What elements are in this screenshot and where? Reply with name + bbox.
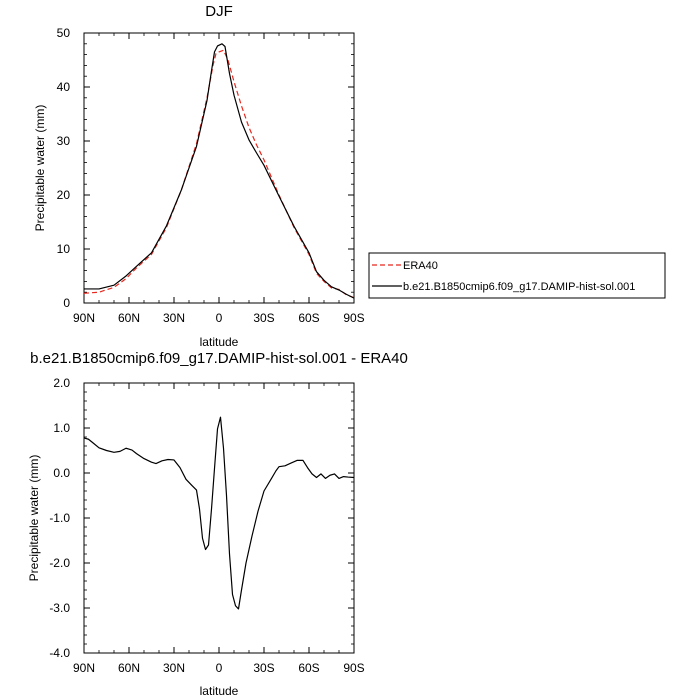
x-tick-label: 90S: [343, 311, 364, 325]
y-tick-label: -4.0: [49, 646, 70, 660]
x-tick-label: 90N: [73, 661, 95, 675]
legend-label-model: b.e21.B1850cmip6.f09_g17.DAMIP-hist-sol.…: [403, 281, 635, 293]
x-tick-label: 60S: [298, 311, 319, 325]
climatology-panel: DJF 90N 60N 30N 0 30S 60S 90S 0 10 20 30 40 50 lati…: [33, 3, 666, 349]
difference-panel: b.e21.B1850cmip6.f09_g17.DAMIP-hist-sol.…: [27, 350, 408, 698]
x-tick-label: 30S: [253, 311, 274, 325]
y-axis-label: Precipitable water (mm): [27, 455, 41, 582]
x-tick-label: 0: [216, 661, 223, 675]
y-tick-label: 30: [57, 134, 71, 148]
y-tick-label: 10: [57, 242, 71, 256]
y-tick-label: 0.0: [53, 466, 70, 480]
x-tick-labels: 90N 60N 30N 0 30S 60S 90S: [73, 661, 365, 675]
x-tick-label: 60N: [118, 661, 140, 675]
y-tick-label: 0: [63, 296, 70, 310]
x-axis-label: latitude: [200, 335, 239, 349]
series-lines: [83, 416, 355, 610]
x-tick-label: 90N: [73, 311, 95, 325]
tick-marks: [83, 382, 355, 654]
y-tick-labels: -4.0 -3.0 -2.0 -1.0 0.0 1.0 2.0: [49, 376, 70, 660]
series-line-era40: [83, 49, 355, 299]
series-line-b-e21-b1850cmip6-f09-g17-damip-hist-sol-001: [84, 43, 355, 299]
y-axis-label: Precipitable water (mm): [33, 105, 47, 232]
series-lines: [83, 43, 355, 299]
legend: ERA40 b.e21.B1850cmip6.f09_g17.DAMIP-his…: [368, 252, 666, 299]
legend-box: [368, 252, 666, 299]
legend-label-era40: ERA40: [403, 260, 438, 272]
y-tick-label: -3.0: [49, 601, 70, 615]
x-tick-label: 90S: [343, 661, 364, 675]
y-tick-label: -2.0: [49, 556, 70, 570]
x-tick-label: 60N: [118, 311, 140, 325]
y-tick-label: 2.0: [53, 376, 70, 390]
tick-marks: [83, 32, 355, 304]
y-tick-labels: 0 10 20 30 40 50: [57, 26, 71, 310]
x-tick-label: 30S: [253, 661, 274, 675]
y-tick-label: 50: [57, 26, 71, 40]
x-axis-label: latitude: [200, 684, 239, 698]
x-tick-label: 30N: [163, 661, 185, 675]
x-tick-label: 60S: [298, 661, 319, 675]
y-tick-label: 1.0: [53, 421, 70, 435]
chart-title: b.e21.B1850cmip6.f09_g17.DAMIP-hist-sol.…: [30, 350, 408, 367]
y-tick-label: -1.0: [49, 511, 70, 525]
y-tick-label: 40: [57, 80, 71, 94]
chart-title: DJF: [205, 3, 233, 20]
x-tick-label: 30N: [163, 311, 185, 325]
x-tick-labels: 90N 60N 30N 0 30S 60S 90S: [73, 311, 365, 325]
series-line-difference: [83, 416, 355, 610]
y-tick-label: 20: [57, 188, 71, 202]
x-tick-label: 0: [216, 311, 223, 325]
